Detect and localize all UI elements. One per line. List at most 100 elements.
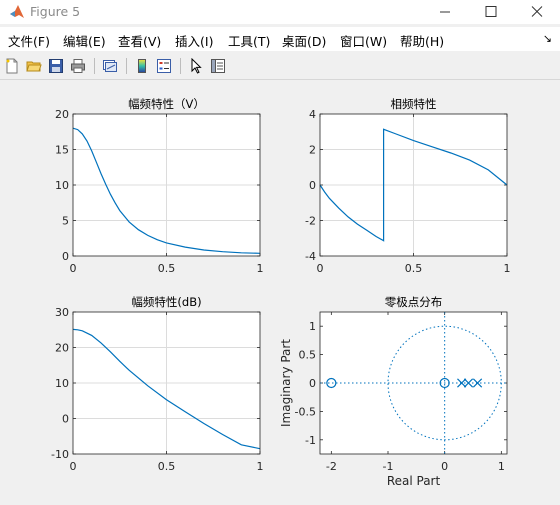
axes-frame (72, 113, 261, 257)
print-button[interactable] (68, 56, 88, 76)
insert-legend-icon (157, 59, 171, 73)
menu-desktop[interactable]: 桌面(D) (282, 34, 327, 49)
y-tick-label: -1 (305, 434, 316, 447)
x-tick-label: 1 (498, 460, 505, 473)
x-tick-label: 0 (441, 460, 448, 473)
figure-canvas[interactable]: 0 0.5 1 0 5 10 15 20 幅频特性（V） 0 0.5 1 -4 -2 0 2 4 相频特性 0 0.5… (0, 80, 560, 501)
insert-legend-button[interactable] (154, 56, 174, 76)
maximize-icon (485, 6, 497, 17)
menu-bar: 文件(F) 编辑(E) 查看(V) 插入(I) 工具(T) 桌面(D) 窗口(W… (0, 27, 560, 51)
toolbar-separator (180, 58, 181, 74)
subplot-title: 相频特性 (391, 97, 437, 111)
axes-frame (72, 311, 261, 455)
save-button[interactable] (46, 56, 66, 76)
y-tick-label: 10 (55, 179, 69, 192)
new-figure-icon (6, 58, 18, 74)
x-tick-label: 0 (317, 262, 324, 275)
x-tick-label: 0.5 (405, 262, 423, 275)
x-axis-label: Real Part (387, 474, 441, 488)
menu-insert[interactable]: 插入(I) (175, 34, 214, 49)
print-icon (71, 59, 85, 73)
y-tick-label: 10 (55, 377, 69, 390)
toolbar-separator (94, 58, 95, 74)
link-plot-button[interactable] (100, 56, 120, 76)
y-tick-label: -4 (305, 250, 316, 263)
open-file-icon (26, 61, 42, 72)
y-axis-label: Imaginary Part (279, 339, 293, 427)
new-figure-button[interactable] (2, 56, 22, 76)
maximize-button[interactable] (468, 0, 514, 24)
y-tick-label: 20 (55, 108, 69, 121)
x-tick-label: 0 (70, 460, 77, 473)
menu-help[interactable]: 帮助(H) (400, 34, 445, 49)
window-title: Figure 5 (30, 4, 81, 19)
series-line (319, 128, 508, 242)
toolbar-divider (0, 79, 560, 80)
open-file-button[interactable] (24, 56, 44, 76)
pole-marker-stroke (457, 378, 467, 388)
y-tick-label: 2 (309, 144, 316, 157)
y-tick-label: -10 (51, 448, 69, 461)
save-icon (49, 59, 63, 73)
pole-marker (463, 378, 474, 388)
figure-toolbar (0, 54, 560, 78)
title-bar: Figure 5 (0, 0, 560, 24)
axes-frame (319, 311, 508, 455)
x-tick-label: 1 (504, 262, 511, 275)
pole-marker (457, 378, 467, 388)
pointer-icon (191, 58, 202, 74)
subplot-4: -2 -1 0 1 -1 -0.5 0 0.5 1 零极点分布 Real Part Imaginary… (279, 295, 508, 488)
property-editor-button[interactable] (208, 56, 228, 76)
link-plot-icon (103, 60, 117, 72)
close-button[interactable] (514, 0, 560, 24)
y-tick-label: 0 (309, 377, 316, 390)
menu-file[interactable]: 文件(F) (8, 34, 50, 49)
subplot-title: 零极点分布 (385, 295, 443, 309)
y-tick-label: 0 (309, 179, 316, 192)
y-tick-label: 30 (55, 306, 69, 319)
y-tick-label: 1 (309, 320, 316, 333)
y-tick-label: -0.5 (295, 405, 316, 418)
y-tick-label: 0 (62, 413, 69, 426)
x-tick-label: 0.5 (158, 460, 176, 473)
menu-tools[interactable]: 工具(T) (228, 34, 271, 49)
x-tick-label: 1 (257, 460, 264, 473)
subplot-2: 0 0.5 1 -4 -2 0 2 4 相频特性 (305, 97, 510, 275)
series-line (72, 328, 261, 450)
y-tick-label: 4 (309, 108, 316, 121)
y-tick-label: 20 (55, 342, 69, 355)
pole-marker-stroke (463, 378, 474, 388)
y-tick-label: 15 (55, 144, 69, 157)
x-tick-label: -2 (326, 460, 337, 473)
toolbar-separator (126, 58, 127, 74)
x-tick-label: -1 (383, 460, 394, 473)
x-tick-label: 1 (257, 262, 264, 275)
series-line (72, 127, 261, 254)
y-tick-label: -2 (305, 215, 316, 228)
minimize-button[interactable] (422, 0, 468, 24)
y-tick-label: 0 (62, 250, 69, 263)
subplot-title: 幅频特性（V） (128, 97, 205, 111)
pole-marker-stroke (472, 378, 483, 388)
close-icon (531, 6, 543, 17)
minimize-icon (440, 11, 450, 13)
subplot-title: 幅频特性(dB) (131, 295, 201, 309)
y-tick-label: 0.5 (299, 349, 317, 362)
edit-plot-button[interactable] (186, 56, 206, 76)
pole-marker (472, 378, 483, 388)
menu-edit[interactable]: 编辑(E) (63, 34, 106, 49)
x-tick-label: 0.5 (158, 262, 176, 275)
matlab-logo-icon (10, 5, 24, 18)
menu-window[interactable]: 窗口(W) (340, 34, 388, 49)
zero-marker (326, 377, 337, 389)
x-tick-label: 0 (70, 262, 77, 275)
menu-view[interactable]: 查看(V) (118, 34, 162, 49)
zero-marker (439, 377, 450, 389)
insert-colorbar-button[interactable] (132, 56, 152, 76)
menu-overflow-arrow-icon[interactable]: ↘ (542, 32, 552, 45)
property-editor-icon (211, 59, 225, 73)
axes-frame (319, 113, 508, 257)
